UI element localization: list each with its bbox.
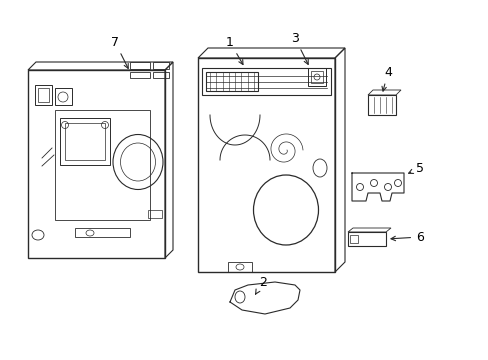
Text: 1: 1	[225, 36, 243, 64]
Text: 2: 2	[255, 275, 266, 294]
Text: 6: 6	[390, 230, 423, 243]
Text: 4: 4	[381, 66, 391, 91]
Text: 3: 3	[290, 32, 307, 64]
Text: 7: 7	[111, 36, 128, 68]
Text: 5: 5	[408, 162, 423, 175]
